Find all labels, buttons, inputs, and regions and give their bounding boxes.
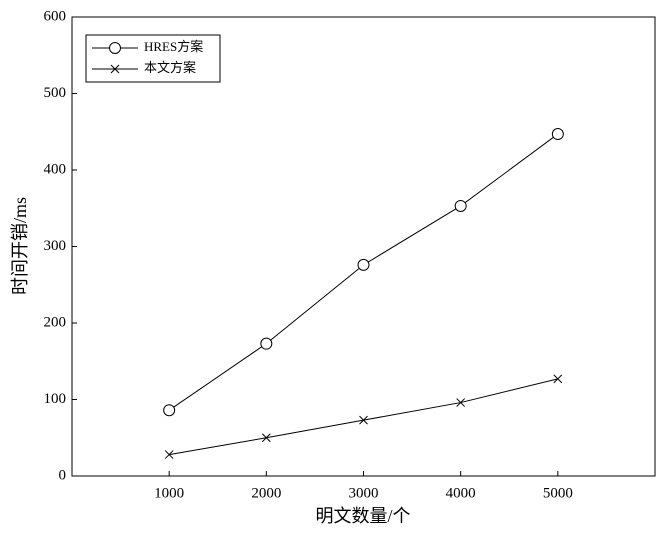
series-line <box>168 133 559 411</box>
point <box>454 199 467 212</box>
point <box>551 128 564 141</box>
point <box>260 337 273 350</box>
legend-label: 本文方案 <box>144 60 196 75</box>
y-tick-label: 600 <box>44 8 67 24</box>
x-tick-label: 1000 <box>154 485 184 501</box>
legend-label: HRES方案 <box>144 39 203 54</box>
legend-marker <box>110 64 120 74</box>
x-tick-label: 5000 <box>543 485 573 501</box>
y-tick-label: 0 <box>59 467 67 483</box>
point <box>456 398 466 407</box>
x-tick-label: 4000 <box>446 485 476 501</box>
y-tick-label: 500 <box>44 85 67 101</box>
point <box>163 404 176 417</box>
point <box>553 374 563 384</box>
plot-frame <box>71 16 656 477</box>
y-tick-label: 200 <box>44 314 67 330</box>
point <box>164 450 174 459</box>
x-tick-label: 2000 <box>251 485 281 501</box>
y-tick-label: 400 <box>44 161 67 177</box>
point <box>359 415 368 425</box>
legend-marker <box>109 42 121 54</box>
series-line <box>169 378 558 456</box>
point <box>261 433 271 443</box>
legend-box <box>85 34 221 83</box>
y-axis-title: 时间开销/ms <box>10 197 30 295</box>
x-axis-title: 明文数量/个 <box>315 506 410 526</box>
y-tick-label: 300 <box>44 238 67 254</box>
y-tick-label: 100 <box>44 391 67 407</box>
x-tick-label: 3000 <box>349 485 379 501</box>
point <box>357 258 370 271</box>
